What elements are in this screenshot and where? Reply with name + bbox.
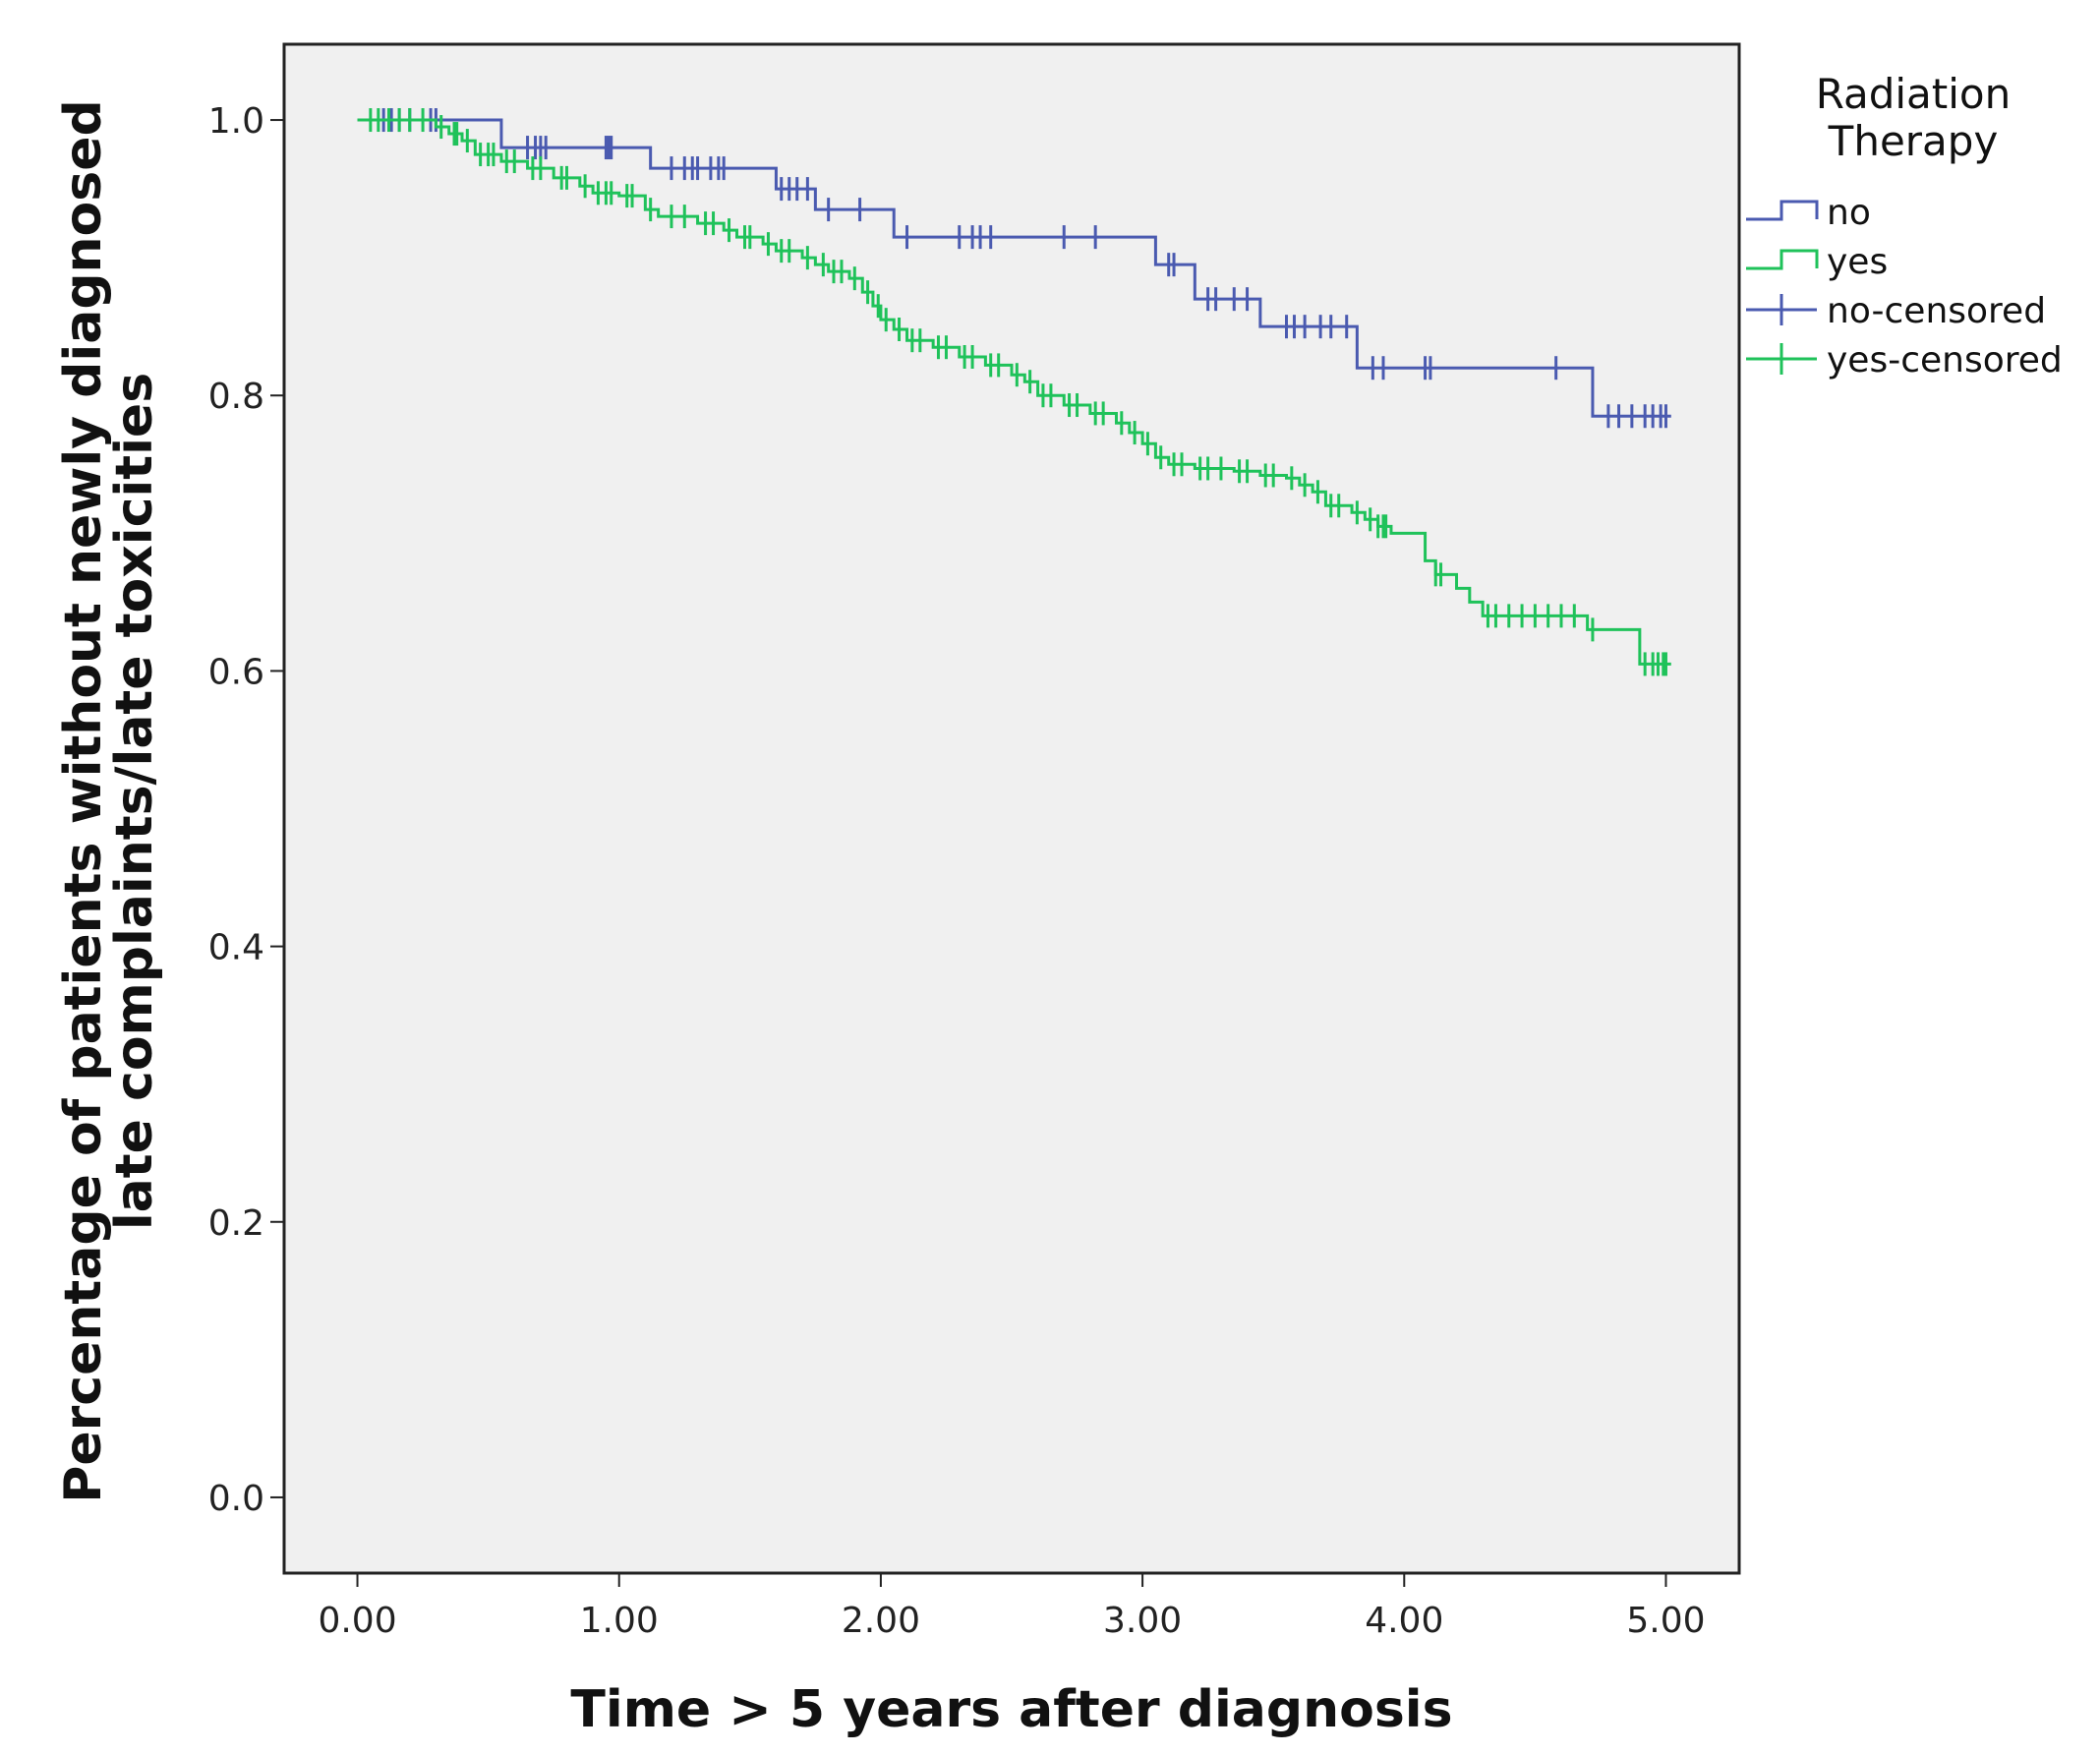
legend-label-yes: yes bbox=[1827, 242, 1888, 282]
x-tick-label-3: 3.00 bbox=[1103, 1601, 1182, 1641]
series-no-curve bbox=[357, 118, 1671, 418]
series-yes-censor-marks bbox=[369, 108, 1667, 676]
y-axis-title-line-1: Percentage of patients without newly dia… bbox=[54, 99, 113, 1502]
y-tick-label-5: 1.0 bbox=[208, 101, 264, 142]
survival-curves bbox=[357, 108, 1671, 676]
y-tick-label-0: 0.0 bbox=[208, 1479, 264, 1519]
legend-label-no: no bbox=[1827, 193, 1871, 233]
legend-swatch-no bbox=[1746, 200, 1819, 221]
y-axis-title-line-2: late complaints/late toxicities bbox=[105, 373, 164, 1230]
legend-title-line-1: Radiation bbox=[1816, 70, 2012, 118]
legend-title-line-2: Therapy bbox=[1828, 117, 1999, 165]
y-tick-label-3: 0.6 bbox=[208, 652, 264, 692]
y-tick-label-4: 0.8 bbox=[208, 377, 264, 417]
x-tick-label-0: 0.00 bbox=[318, 1601, 396, 1641]
series-no-censor-marks bbox=[381, 108, 1667, 429]
legend: Radiation Therapy no yes no-censored yes-ce… bbox=[1746, 70, 2063, 380]
x-tick-label-4: 4.00 bbox=[1365, 1601, 1443, 1641]
series-yes-curve bbox=[357, 118, 1671, 666]
x-axis: 0.00 1.00 2.00 3.00 4.00 5.00 bbox=[318, 1573, 1706, 1641]
y-axis: 0.0 0.2 0.4 0.6 0.8 1.0 bbox=[208, 101, 284, 1519]
legend-swatch-yes-censored bbox=[1746, 343, 1817, 375]
legend-entries: no yes no-censored yes-censored bbox=[1746, 193, 2063, 380]
x-tick-label-5: 5.00 bbox=[1626, 1601, 1705, 1641]
y-tick-label-2: 0.4 bbox=[208, 928, 264, 968]
legend-label-yes-censored: yes-censored bbox=[1827, 340, 2063, 380]
x-tick-label-1: 1.00 bbox=[580, 1601, 659, 1641]
x-axis-title: Time > 5 years after diagnosis bbox=[570, 1680, 1452, 1739]
legend-label-no-censored: no-censored bbox=[1827, 291, 2046, 331]
legend-swatch-yes bbox=[1746, 249, 1819, 270]
x-tick-label-2: 2.00 bbox=[842, 1601, 920, 1641]
y-tick-label-1: 0.2 bbox=[208, 1203, 264, 1244]
legend-swatch-no-censored bbox=[1746, 294, 1817, 325]
plot-area bbox=[282, 42, 1741, 1575]
